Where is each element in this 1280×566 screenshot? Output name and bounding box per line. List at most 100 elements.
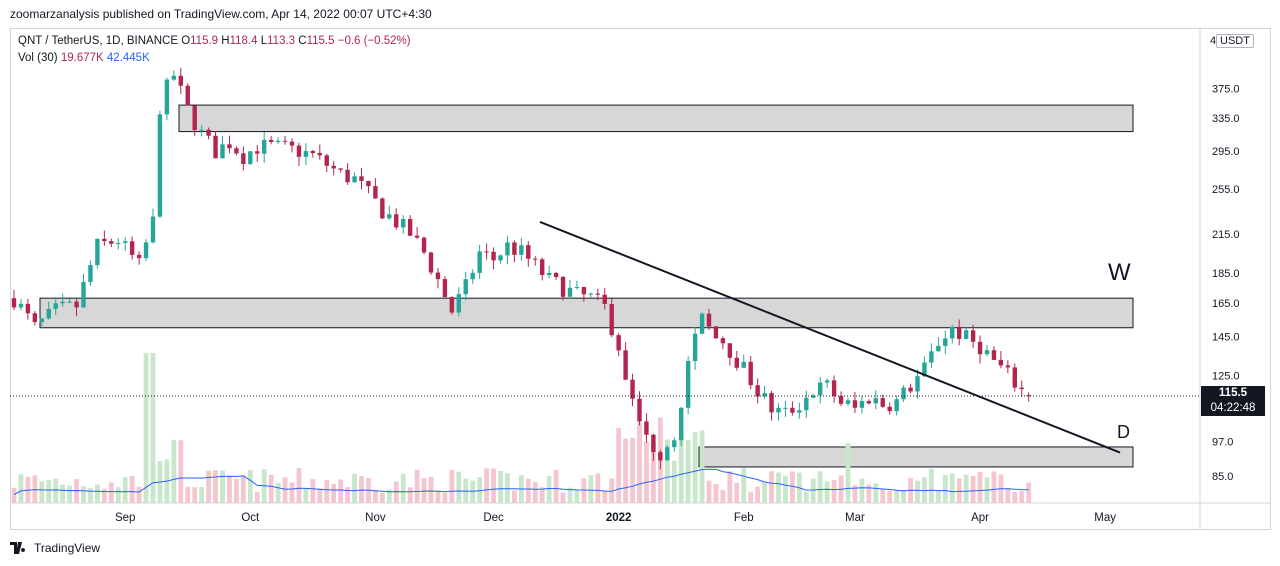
volume-bar xyxy=(400,473,406,503)
candle-body xyxy=(296,145,302,157)
vol-ma-value: 42.445K xyxy=(106,52,150,64)
volume-bar xyxy=(373,489,378,503)
low-label: L xyxy=(260,35,268,47)
volume-bar xyxy=(178,440,184,503)
last-price-tag: 115.5 04:22:48 xyxy=(1201,386,1265,416)
candle-body xyxy=(894,399,899,412)
volume-bar xyxy=(379,492,385,503)
candle-body xyxy=(901,387,906,400)
support-resistance-zones xyxy=(39,104,1134,468)
volume-bar xyxy=(692,432,698,503)
candle-body xyxy=(268,139,274,143)
symbol-label: QNT / TetherUS, 1D, BINANCE xyxy=(18,35,178,47)
candle-body xyxy=(387,214,392,219)
volume-bar xyxy=(532,482,538,503)
published-caption: zoomarzanalysis published on TradingView… xyxy=(10,7,432,21)
volume-bar xyxy=(95,484,100,503)
x-tick-5: Feb xyxy=(734,512,754,524)
volume-bar xyxy=(525,478,531,503)
x-tick-7: Apr xyxy=(971,512,989,524)
candle-body xyxy=(943,338,948,346)
volume-bar xyxy=(949,473,955,503)
candle-body xyxy=(366,180,371,187)
volume-bar xyxy=(894,490,900,503)
candle-body xyxy=(129,241,135,255)
volume-bar xyxy=(623,438,628,503)
x-tick-0: Sep xyxy=(115,512,135,524)
candle-body xyxy=(706,313,712,327)
volume-bar xyxy=(609,478,615,503)
volume-bar xyxy=(1012,491,1018,503)
currency-badge[interactable]: USDT xyxy=(1216,34,1254,48)
volume-bar xyxy=(108,482,114,503)
candle-body xyxy=(407,218,413,236)
candle-body xyxy=(46,308,51,319)
high-label: H xyxy=(221,35,230,47)
volume-bar xyxy=(956,478,962,503)
candle-body xyxy=(873,398,878,404)
volume-bar xyxy=(470,480,476,503)
candle-body xyxy=(540,259,545,276)
volume-bar xyxy=(39,481,45,503)
candle-body xyxy=(498,255,503,261)
candle-body xyxy=(60,301,65,304)
candle-body xyxy=(150,216,156,243)
close-value: 115.5 xyxy=(306,35,335,47)
volume-bar xyxy=(671,460,677,503)
vol-label: Vol (30) xyxy=(18,52,58,64)
candle-body xyxy=(143,242,149,259)
ohlc-legend: QNT / TetherUS, 1D, BINANCE O115.9 H118.… xyxy=(18,35,411,47)
candle-body xyxy=(852,400,858,408)
volume-bar xyxy=(442,492,448,503)
volume-bar xyxy=(282,477,288,503)
volume-bar xyxy=(505,473,510,503)
candle-body xyxy=(831,380,837,396)
volume-bar xyxy=(866,484,872,503)
volume-bar xyxy=(880,489,886,503)
volume-bar xyxy=(651,442,656,503)
candle-body xyxy=(838,395,844,404)
candle-body xyxy=(602,294,607,304)
candle-body xyxy=(769,393,774,413)
close-label: C xyxy=(298,35,307,47)
countdown-value: 04:22:48 xyxy=(1210,402,1256,414)
candle-body xyxy=(359,176,364,181)
candle-body xyxy=(1026,395,1031,397)
volume-bar xyxy=(254,492,260,503)
volume-bar xyxy=(296,468,302,503)
candle-body xyxy=(463,279,468,295)
volume-bar xyxy=(227,476,232,503)
candle-body xyxy=(824,380,830,383)
volume-bar xyxy=(734,482,740,503)
volume-bar xyxy=(150,353,156,503)
volume-bar xyxy=(769,471,774,503)
tradingview-logo[interactable]: TradingView xyxy=(10,541,100,555)
volume-bar xyxy=(713,484,719,503)
volume-bar xyxy=(706,480,712,503)
volume-bar xyxy=(991,471,997,503)
x-tick-4: 2022 xyxy=(606,512,632,524)
candle-body xyxy=(74,301,79,308)
volume-bar xyxy=(331,483,337,503)
volume-bar xyxy=(845,443,851,503)
candle-body xyxy=(449,297,455,313)
candle-body xyxy=(123,241,128,243)
candle-body xyxy=(164,79,170,115)
volume-bar xyxy=(942,474,948,503)
candle-body xyxy=(922,362,927,377)
candle-body xyxy=(727,343,733,358)
volume-bar xyxy=(421,477,427,503)
volume-bar xyxy=(644,441,649,503)
volume-bar xyxy=(727,471,733,503)
volume-bar xyxy=(678,432,684,503)
candle-body xyxy=(234,148,239,154)
candle-body xyxy=(936,345,941,352)
trendline xyxy=(539,220,1121,454)
candle-body xyxy=(644,421,649,435)
candle-body xyxy=(609,303,614,336)
time-axis: Sep Oct Nov Dec 2022 Feb Mar Apr May xyxy=(115,512,1116,524)
zone-1 xyxy=(39,297,1134,329)
volume-bar xyxy=(122,477,128,503)
volume-bar xyxy=(220,470,225,503)
